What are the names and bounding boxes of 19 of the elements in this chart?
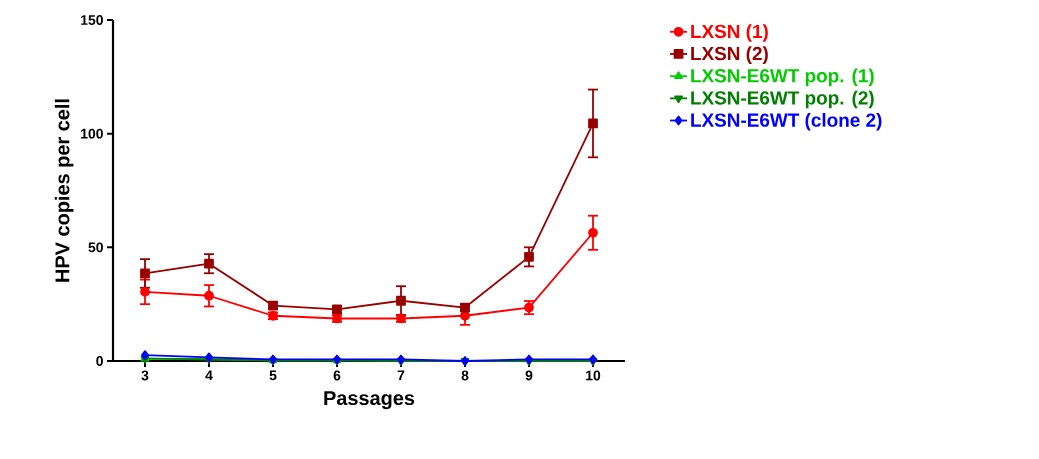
y-tick-label: 100 <box>81 128 103 139</box>
legend-label: LXSN-E6WT (clone 2) <box>691 112 882 131</box>
legend-label: LXSN-E6WT pop. (2) <box>691 90 874 109</box>
y-axis-title: HPV copies per cell <box>54 99 74 282</box>
y-tick-label: 150 <box>81 15 103 25</box>
x-tick-label: 5 <box>269 370 277 381</box>
x-tick-label: 3 <box>141 370 149 381</box>
x-tick-label: 4 <box>205 370 213 381</box>
x-axis-title: Passages <box>324 391 415 410</box>
x-tick-label: 7 <box>397 370 405 381</box>
x-tick-label: 6 <box>333 370 341 381</box>
x-tick-label: 10 <box>586 370 601 381</box>
y-tick-label: 0 <box>96 356 103 366</box>
x-tick-label: 8 <box>461 370 469 381</box>
y-tick-label: 50 <box>88 242 103 253</box>
legend-label: LXSN (1) <box>691 24 768 42</box>
legend-label: LXSN (2) <box>691 46 768 65</box>
legend-label: LXSN-E6WT pop. (1) <box>691 68 874 87</box>
x-tick-label: 9 <box>525 370 533 381</box>
